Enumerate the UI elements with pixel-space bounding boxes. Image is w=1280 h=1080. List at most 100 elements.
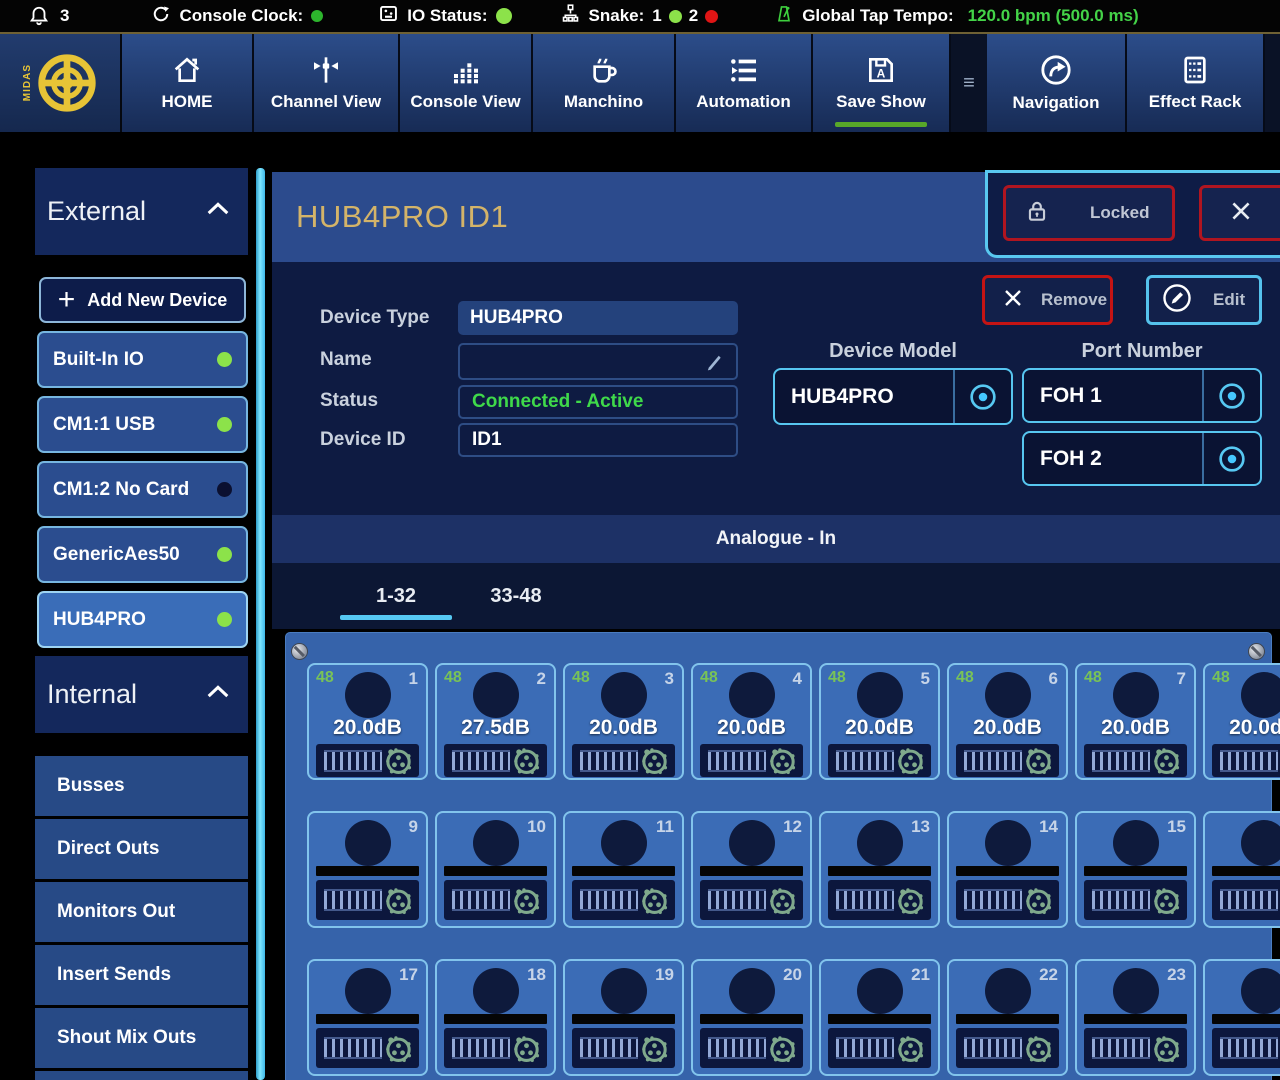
snake-port-number: 2 (688, 6, 699, 25)
nav-automation[interactable]: Automation (676, 34, 813, 132)
channel-cell-2[interactable]: 48 2 27.5dB (435, 663, 556, 780)
nav-hamburger[interactable]: ≡ (951, 34, 987, 132)
bell-icon[interactable] (28, 5, 50, 27)
gain-knob[interactable] (344, 820, 391, 866)
device-item-built-in-io[interactable]: Built-In IO (37, 331, 248, 388)
name-input[interactable] (458, 343, 738, 380)
channel-cell-22[interactable]: 22 (947, 959, 1068, 1076)
gain-knob[interactable] (984, 820, 1031, 866)
channel-cell-4[interactable]: 48 4 20.0dB (691, 663, 812, 780)
device-item-cm1-2-no-card[interactable]: CM1:2 No Card (37, 461, 248, 518)
channel-cell-1[interactable]: 48 1 20.0dB (307, 663, 428, 780)
channel-cell-6[interactable]: 48 6 20.0dB (947, 663, 1068, 780)
meter-ticks (836, 1037, 894, 1059)
gain-knob[interactable] (344, 672, 391, 718)
gain-level-bar (700, 1014, 803, 1024)
channel-number: 9 (408, 817, 418, 836)
nav-channel-view[interactable]: Channel View (254, 34, 400, 132)
sidebar-item-direct-outs[interactable]: Direct Outs (35, 819, 248, 879)
gain-knob[interactable] (984, 968, 1031, 1014)
hamburger-icon: ≡ (963, 71, 975, 94)
nav-home[interactable]: HOME (122, 34, 254, 132)
snake-status[interactable]: Snake: 1 2 (560, 3, 719, 29)
io-status[interactable]: IO Status: (378, 3, 512, 29)
gain-knob[interactable] (728, 820, 775, 866)
gain-knob[interactable] (344, 968, 391, 1014)
channel-cell-10[interactable]: 10 (435, 811, 556, 928)
tab-1-32[interactable]: 1-32 (336, 563, 456, 629)
meter-ticks (836, 889, 894, 911)
gain-knob[interactable] (472, 968, 519, 1014)
channel-cell-7[interactable]: 48 7 20.0dB (1075, 663, 1196, 780)
locked-button[interactable]: Locked (1003, 185, 1175, 241)
gain-knob[interactable] (600, 968, 647, 1014)
gain-knob[interactable] (728, 968, 775, 1014)
gain-knob[interactable] (472, 672, 519, 718)
channel-cell-16[interactable]: 16 (1203, 811, 1280, 928)
channel-cell-21[interactable]: 21 (819, 959, 940, 1076)
gain-knob[interactable] (1240, 968, 1280, 1014)
console-clock-status[interactable]: Console Clock: (151, 4, 324, 29)
sidebar-item-shout-mix-outs[interactable]: Shout Mix Outs (35, 1008, 248, 1068)
device-model-select[interactable]: HUB4PRO (773, 368, 1013, 425)
sidebar-item-partial[interactable] (35, 1071, 248, 1080)
gain-knob[interactable] (600, 672, 647, 718)
remove-button[interactable]: Remove (982, 275, 1113, 325)
device-item-hub4pro[interactable]: HUB4PRO (37, 591, 248, 648)
device-item-genericaes50[interactable]: GenericAes50 (37, 526, 248, 583)
channel-cell-13[interactable]: 13 (819, 811, 940, 928)
gain-value: 20.0dB (717, 716, 786, 739)
nav-manchino[interactable]: Manchino (533, 34, 676, 132)
channel-cell-9[interactable]: 9 (307, 811, 428, 928)
channel-cell-23[interactable]: 23 (1075, 959, 1196, 1076)
sidebar-item-monitors-out[interactable]: Monitors Out (35, 882, 248, 942)
gain-knob[interactable] (856, 672, 903, 718)
nav-effect-rack[interactable]: Effect Rack (1127, 34, 1265, 132)
tap-tempo[interactable]: Global Tap Tempo: 120.0 bpm (500.0 ms) (774, 4, 1139, 29)
sidebar-scrollbar[interactable] (256, 168, 265, 1080)
channel-cell-17[interactable]: 17 (307, 959, 428, 1076)
nav-navigation[interactable]: Navigation (987, 34, 1127, 132)
channel-cell-19[interactable]: 19 (563, 959, 684, 1076)
gain-knob[interactable] (728, 672, 775, 718)
edit-button[interactable]: Edit (1146, 275, 1262, 325)
add-new-device-button[interactable]: + Add New Device (39, 277, 246, 323)
gain-knob[interactable] (1112, 820, 1159, 866)
channel-cell-3[interactable]: 48 3 20.0dB (563, 663, 684, 780)
channel-cell-20[interactable]: 20 (691, 959, 812, 1076)
meter-box (956, 1028, 1059, 1068)
gain-knob[interactable] (1112, 672, 1159, 718)
gain-knob[interactable] (1112, 968, 1159, 1014)
channel-cell-18[interactable]: 18 (435, 959, 556, 1076)
channel-cell-15[interactable]: 15 (1075, 811, 1196, 928)
gain-knob[interactable] (984, 672, 1031, 718)
channel-cell-24[interactable]: 24 (1203, 959, 1280, 1076)
locked-label: Locked (1090, 203, 1150, 222)
channel-cell-12[interactable]: 12 (691, 811, 812, 928)
port-select-1[interactable]: FOH 1 (1022, 368, 1262, 423)
channel-cell-8[interactable]: 48820.0dB (1203, 663, 1280, 780)
sidebar-item-busses[interactable]: Busses (35, 756, 248, 816)
port-select-2[interactable]: FOH 2 (1022, 431, 1262, 486)
channel-cell-11[interactable]: 11 (563, 811, 684, 928)
channel-number: 11 (656, 817, 674, 836)
channel-cell-5[interactable]: 48 5 20.0dB (819, 663, 940, 780)
internal-section-header[interactable]: Internal (35, 656, 248, 733)
device-item-cm1-1-usb[interactable]: CM1:1 USB (37, 396, 248, 453)
midas-logo[interactable]: MIDAS (0, 34, 122, 132)
nav-save-show[interactable]: A Save Show (813, 34, 951, 132)
gain-knob[interactable] (856, 820, 903, 866)
unlock-button[interactable]: U (1199, 185, 1280, 241)
gain-knob[interactable] (472, 820, 519, 866)
svg-text:A: A (877, 66, 886, 80)
external-section-header[interactable]: External (35, 168, 248, 255)
nav-console-view[interactable]: Console View (400, 34, 533, 132)
tab-33-48[interactable]: 33-48 (456, 563, 576, 629)
gain-knob[interactable] (600, 820, 647, 866)
gain-knob[interactable] (1240, 820, 1280, 866)
gain-knob[interactable] (856, 968, 903, 1014)
gain-knob[interactable] (1240, 672, 1280, 718)
sidebar-item-insert-sends[interactable]: Insert Sends (35, 945, 248, 1005)
channel-cell-14[interactable]: 14 (947, 811, 1068, 928)
phantom-48v-label: 48 (572, 669, 590, 686)
